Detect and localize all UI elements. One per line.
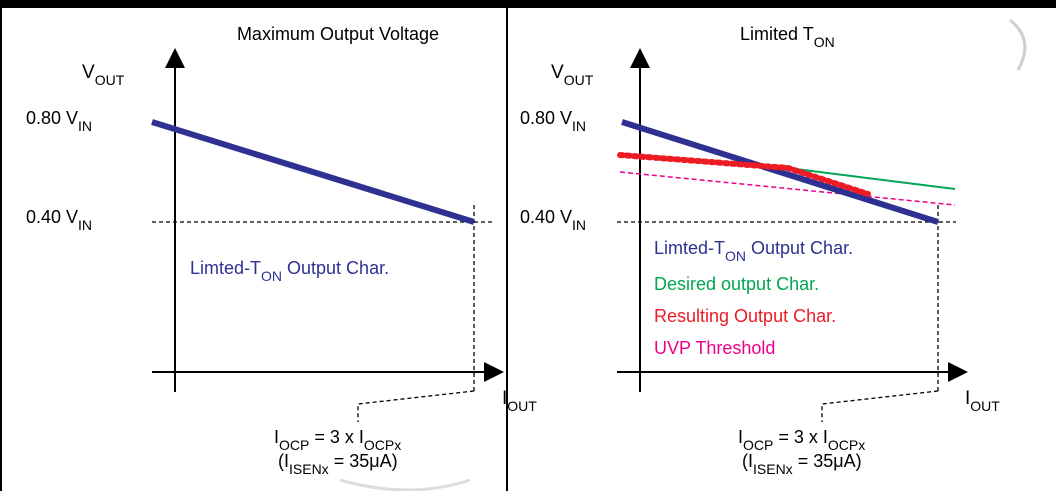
- right-panel-title: Limited TON: [740, 24, 835, 50]
- right-ocp-formula: IOCP = 3 x IOCPx: [738, 427, 865, 453]
- right-desired-output-curve: [787, 167, 956, 190]
- right-y-axis-label: VOUT: [551, 62, 594, 88]
- legend-uvp-threshold: UVP Threshold: [654, 338, 775, 358]
- right-x-axis-label: IOUT: [965, 388, 1000, 414]
- right-tick-high: 0.80 VIN: [520, 108, 586, 134]
- left-limited-ton-curve: [151, 119, 475, 225]
- left-ocp-leader: [357, 390, 475, 422]
- left-ocp-formula: IOCP = 3 x IOCPx: [274, 427, 401, 453]
- right-legend: Limted-TON Output Char. Desired output C…: [654, 238, 853, 358]
- right-uvp-threshold-curve: [619, 171, 956, 206]
- caption-bar: [0, 0, 1056, 8]
- left-curve-label: Limted-TON Output Char.: [190, 258, 389, 284]
- legend-resulting-output: Resulting Output Char.: [654, 306, 836, 326]
- left-isen-formula: (IISENx = 35μA): [278, 451, 398, 477]
- right-panel: Limited TON VOUT IOUT 0.80 VIN 0.40 VIN …: [520, 24, 1000, 477]
- left-x-axis-label: IOUT: [502, 388, 537, 414]
- right-ocp-leader: [821, 390, 939, 422]
- legend-desired-output: Desired output Char.: [654, 274, 819, 294]
- left-panel: Maximum Output Voltage VOUT IOUT 0.80 VI…: [26, 24, 537, 477]
- watermark-arc-bottom: [339, 478, 471, 492]
- right-isen-formula: (IISENx = 35μA): [742, 451, 862, 477]
- right-limited-ton-curve: [621, 119, 939, 225]
- right-tick-low: 0.40 VIN: [520, 207, 586, 233]
- left-tick-high: 0.80 VIN: [26, 108, 92, 134]
- left-panel-title: Maximum Output Voltage: [237, 24, 439, 44]
- watermark-arc-right: [1009, 18, 1027, 71]
- legend-limited-ton: Limted-TON Output Char.: [654, 238, 853, 264]
- left-y-axis-label: VOUT: [82, 62, 125, 88]
- left-tick-low: 0.40 VIN: [26, 207, 92, 233]
- right-resulting-output-curve: [617, 152, 871, 197]
